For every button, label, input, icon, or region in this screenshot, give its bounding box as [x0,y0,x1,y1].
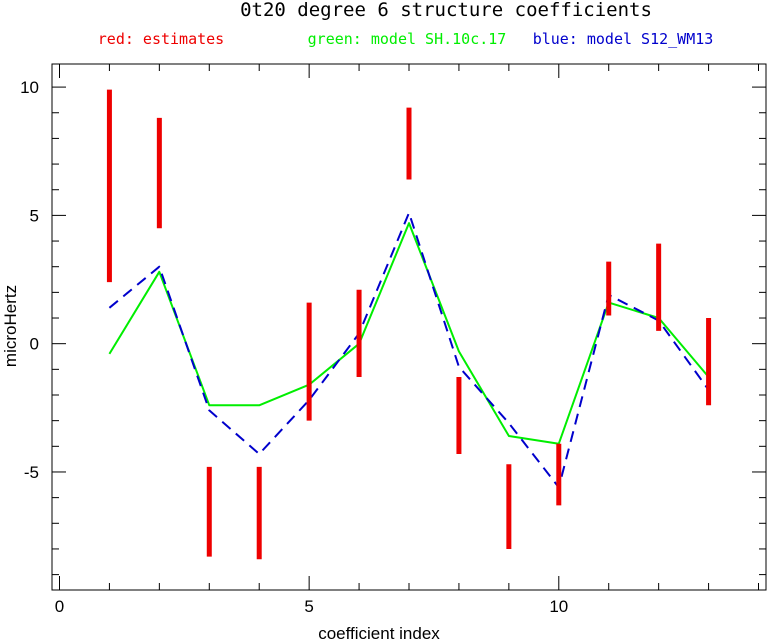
y-tick-label: -5 [24,463,39,482]
model-lines [108,211,710,489]
x-tick-label: 0 [55,597,64,616]
x-tick-label: 10 [549,597,568,616]
series-line-2 [108,211,710,489]
x-tick-label: 5 [304,597,313,616]
legend-entry: red: estimates [98,30,224,48]
legend: red: estimates green: model SH.10c.17 blue… [98,30,714,48]
series-line-1 [108,222,710,445]
y-tick-label: 0 [30,335,39,354]
y-axis-title: microHertz [1,285,20,367]
y-tick-label: 5 [30,206,39,225]
legend-entry: green: model SH.10c.17 [308,30,507,48]
estimate-bars [106,89,712,560]
axis-ticks: 0 5 10 10 5 0 -5 [20,64,766,616]
chart-title: 0t20 degree 6 structure coefficients [240,0,652,21]
y-tick-label: 10 [20,78,39,97]
legend-entry: blue: model S12_WM13 [533,30,714,48]
x-axis-title: coefficient index [318,624,440,641]
